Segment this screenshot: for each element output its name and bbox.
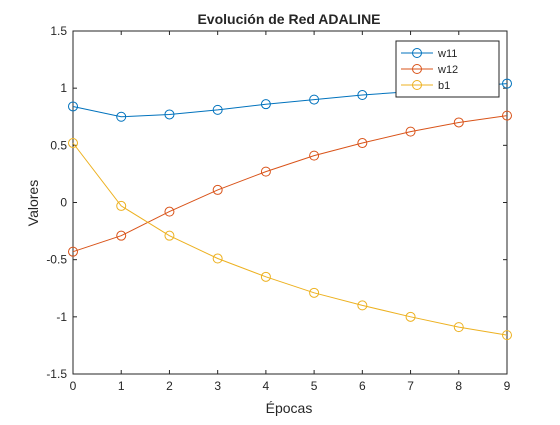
data-point-b1 (309, 287, 320, 298)
x-tick-label: 2 (166, 379, 173, 393)
y-tick-label: 0 (60, 196, 67, 210)
x-tick-label: 9 (504, 379, 511, 393)
data-point-w12 (116, 230, 127, 241)
x-tick-label: 6 (359, 379, 366, 393)
legend-marker-b1 (412, 80, 422, 90)
y-tick-label: 0.5 (50, 138, 67, 152)
series-line-w12 (72, 115, 508, 253)
data-point-b1 (68, 138, 78, 149)
data-point-b1 (164, 230, 175, 241)
data-point-w11 (212, 104, 223, 115)
plot-area: 0 1 2 3 4 5 6 7 8 9 -1.5 -1 -0.5 0 0.5 1 1.5 w11 w12 b1 (46, 24, 512, 393)
data-point-w12 (405, 126, 416, 137)
data-point-w11 (260, 99, 271, 110)
data-point-w11 (357, 90, 368, 101)
data-point-w12 (212, 184, 223, 195)
y-axis-label: Valores (25, 180, 41, 226)
data-point-b1 (116, 200, 127, 211)
legend-marker-w11 (412, 48, 422, 58)
y-tick-label: -1.5 (46, 367, 67, 381)
data-point-w11 (116, 111, 127, 122)
data-point-w12 (309, 150, 320, 161)
chart-title: Evolución de Red ADALINE (197, 11, 380, 27)
y-tick-label: 1.5 (50, 24, 67, 38)
series-line-b1 (72, 142, 508, 336)
data-point-b1 (453, 322, 464, 333)
y-tick-label: 1 (60, 81, 67, 95)
legend-marker-w12 (412, 64, 422, 74)
data-point-w12 (164, 206, 175, 217)
legend-label-w12: w12 (437, 64, 458, 76)
data-point-w11 (502, 78, 512, 89)
y-tick-label: -0.5 (46, 253, 67, 267)
x-tick-label: 1 (118, 379, 125, 393)
data-point-w12 (502, 110, 512, 121)
data-point-w12 (260, 166, 271, 177)
data-point-w11 (164, 109, 175, 120)
data-point-b1 (405, 311, 416, 322)
x-tick-label: 3 (214, 379, 221, 393)
data-point-b1 (212, 253, 223, 264)
legend-label-w11: w11 (437, 48, 457, 60)
data-point-w12 (68, 246, 78, 257)
x-tick-label: 5 (311, 379, 318, 393)
x-tick-label: 4 (263, 379, 270, 393)
x-tick-label: 0 (70, 379, 77, 393)
data-point-b1 (260, 271, 271, 282)
x-tick-label: 8 (455, 379, 462, 393)
x-tick-label: 7 (407, 379, 414, 393)
data-point-w11 (309, 94, 320, 105)
x-axis-label: Épocas (266, 400, 313, 416)
data-point-w11 (68, 101, 78, 112)
data-point-b1 (357, 300, 368, 311)
legend-label-b1: b1 (438, 80, 450, 92)
data-point-w12 (453, 117, 464, 128)
data-point-w12 (357, 138, 368, 149)
data-point-b1 (502, 330, 512, 341)
y-tick-label: -1 (56, 310, 67, 324)
